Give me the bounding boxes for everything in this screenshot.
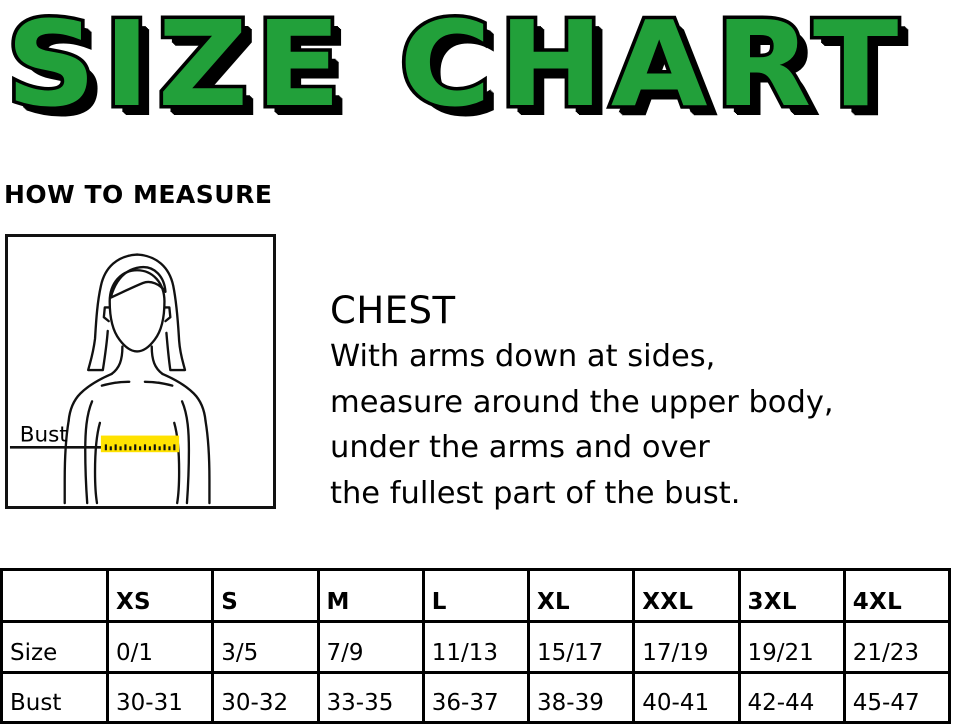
shoulder-left-path	[67, 372, 113, 423]
neck-left-path	[110, 345, 124, 376]
cell-size-m: 7/9	[316, 620, 425, 674]
table-corner-cell	[0, 568, 109, 623]
shoulder-right-path	[161, 372, 207, 423]
bangs-path	[109, 266, 167, 299]
measurement-illustration: Bust	[5, 234, 276, 509]
collarbone-right-path	[143, 380, 174, 387]
hair-right-path	[135, 253, 187, 372]
row-label-size: Size	[0, 620, 109, 674]
cell-size-xs: 0/1	[105, 620, 215, 674]
page-title: SIZE CHART	[2, 0, 906, 137]
column-header-xs: XS	[105, 568, 215, 623]
chest-heading: CHEST	[330, 289, 456, 332]
cell-size-xl: 15/17	[526, 620, 636, 674]
bust-label: Bust	[20, 422, 68, 447]
column-header-4xl: 4XL	[842, 568, 952, 623]
row-label-bust: Bust	[0, 670, 109, 724]
neck-right-path	[150, 345, 164, 376]
torso-right-path	[180, 400, 191, 505]
size-table: XS S M L XL XXL 3XL 4XL Size 0/1 3/5 7/9…	[0, 568, 952, 724]
column-header-xxl: XXL	[632, 568, 741, 623]
column-header-m: M	[316, 568, 425, 623]
column-header-3xl: 3XL	[737, 568, 846, 623]
collarbone-left-path	[100, 380, 131, 387]
ear-right-path	[163, 306, 172, 323]
arm-left-outer-path	[63, 419, 70, 505]
size-table-head: XS S M L XL XXL 3XL 4XL	[0, 568, 952, 623]
cell-size-l: 11/13	[421, 620, 531, 674]
title-banner: SIZE CHART	[0, 0, 953, 144]
cell-size-3xl: 19/21	[737, 620, 846, 674]
torso-left-path	[84, 400, 94, 505]
measuring-tape-ticks	[104, 444, 176, 451]
ear-left-path	[102, 306, 111, 323]
face-outline-path	[108, 269, 166, 353]
chest-body-text: With arms down at sides, measure around …	[330, 339, 834, 511]
cell-bust-xxl: 40-41	[632, 670, 741, 724]
hair-left-path	[87, 253, 139, 372]
how-to-measure-heading: HOW TO MEASURE	[4, 180, 273, 209]
column-header-l: L	[421, 568, 531, 623]
column-header-xl: XL	[526, 568, 636, 623]
female-torso-figure-icon: Bust	[9, 253, 211, 505]
size-table-container: XS S M L XL XXL 3XL 4XL Size 0/1 3/5 7/9…	[0, 568, 953, 726]
chest-description-block: CHEST With arms down at sides, measure a…	[330, 288, 930, 516]
column-header-s: S	[211, 568, 320, 623]
size-table-body: Size 0/1 3/5 7/9 11/13 15/17 17/19 19/21…	[0, 620, 952, 724]
cell-bust-4xl: 45-47	[842, 670, 952, 724]
arm-left-inner-path	[93, 421, 102, 505]
cell-bust-m: 33-35	[316, 670, 425, 724]
table-row: Size 0/1 3/5 7/9 11/13 15/17 17/19 19/21…	[0, 620, 952, 674]
cell-size-xxl: 17/19	[632, 620, 741, 674]
cell-bust-xl: 38-39	[526, 670, 636, 724]
cell-size-s: 3/5	[211, 620, 320, 674]
cell-bust-l: 36-37	[421, 670, 531, 724]
cell-size-4xl: 21/23	[842, 620, 952, 674]
cell-bust-s: 30-32	[211, 670, 320, 724]
cell-bust-xs: 30-31	[105, 670, 215, 724]
cell-bust-3xl: 42-44	[737, 670, 846, 724]
arm-right-outer-path	[204, 419, 211, 505]
table-row: Bust 30-31 30-32 33-35 36-37 38-39 40-41…	[0, 670, 952, 724]
table-header-row: XS S M L XL XXL 3XL 4XL	[0, 568, 952, 623]
arm-right-inner-path	[173, 421, 181, 505]
